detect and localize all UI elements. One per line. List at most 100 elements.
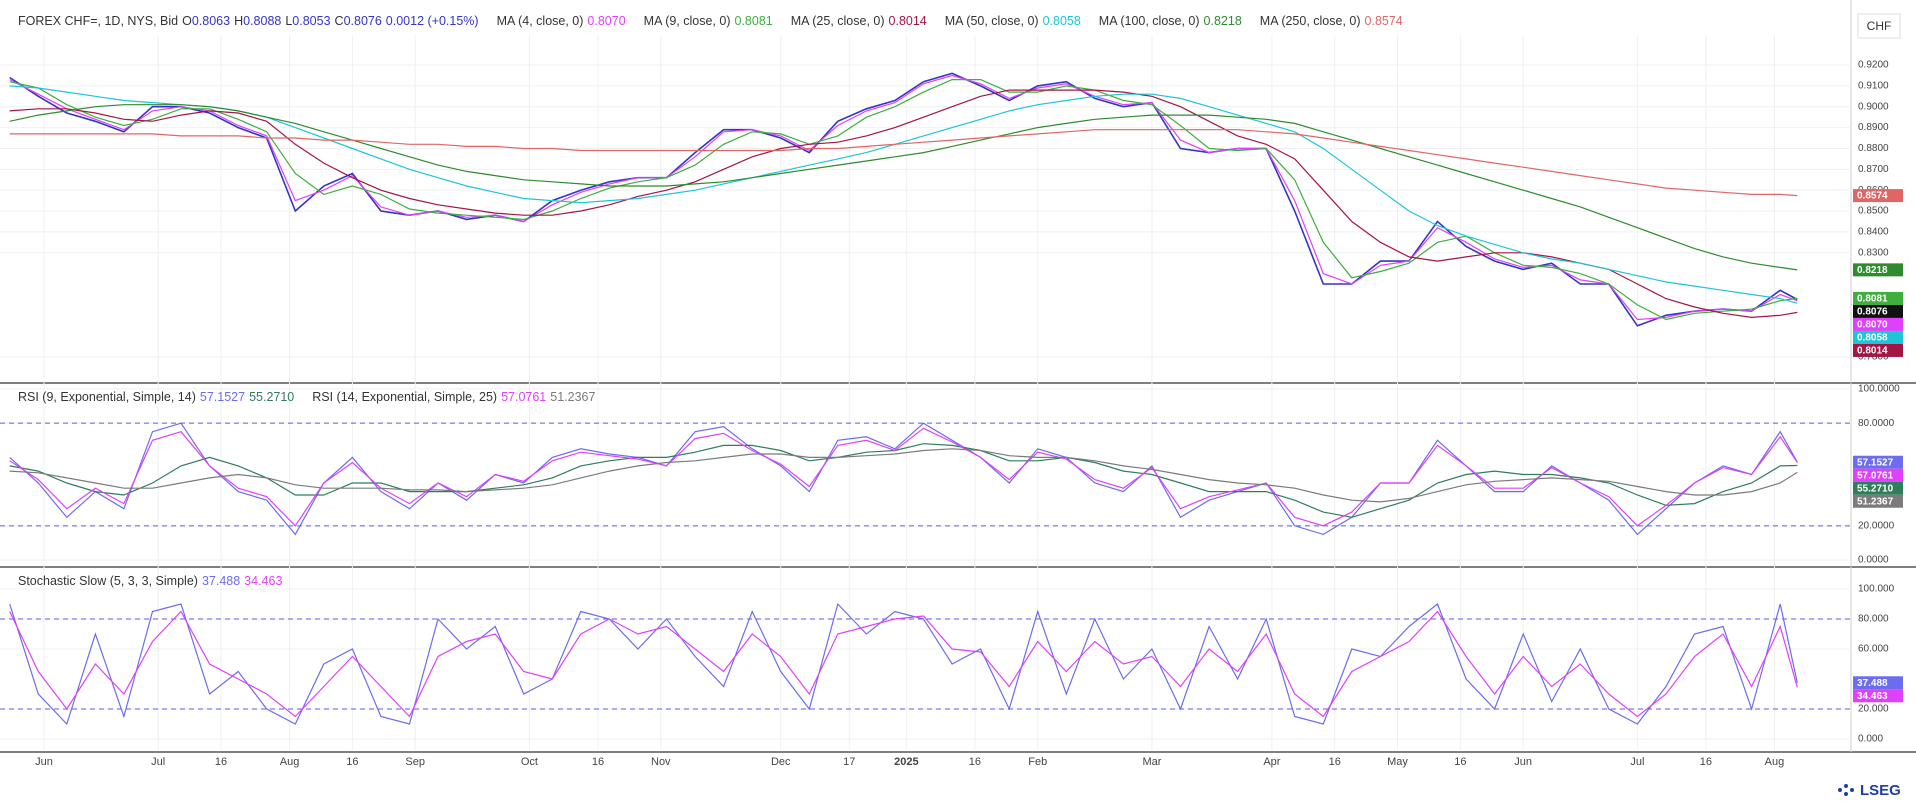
x-tick-label: Mar bbox=[1142, 756, 1161, 768]
x-tick-label: Dec bbox=[771, 756, 791, 768]
value-tag bbox=[1853, 689, 1903, 703]
legend-value: 0.8014 bbox=[888, 14, 927, 28]
y-tick-label: 100.000 bbox=[1858, 584, 1895, 595]
legend-value: 0.8058 bbox=[1042, 14, 1081, 28]
value-tag-label: 0.8014 bbox=[1857, 346, 1888, 357]
series-line bbox=[9, 79, 1798, 321]
change: 0.0012 (+0.15%) bbox=[385, 14, 479, 28]
y-tick-label: 0.9000 bbox=[1858, 101, 1889, 112]
value-tag-label: 0.8058 bbox=[1857, 333, 1888, 344]
y-tick-label: 80.000 bbox=[1858, 614, 1889, 625]
value-tag bbox=[1853, 330, 1903, 344]
legend: Stochastic Slow (5, 3, 3, Simple) 37.488 3… bbox=[18, 574, 286, 588]
legend-value: 0.8081 bbox=[734, 14, 773, 28]
ohlc-label: H bbox=[234, 14, 244, 28]
legend-name: MA (100, close, 0) bbox=[1098, 14, 1200, 28]
x-tick-label: 2025 bbox=[894, 756, 918, 768]
value-tag bbox=[1853, 468, 1903, 482]
legend-name: Stochastic Slow (5, 3, 3, Simple) bbox=[18, 574, 198, 588]
series-line bbox=[9, 610, 1798, 718]
value-tag bbox=[1853, 291, 1903, 305]
legend-name: MA (250, close, 0) bbox=[1259, 14, 1361, 28]
legend-value: 51.2367 bbox=[550, 390, 596, 404]
legend: FOREX CHF=, 1D, NYS, Bid O 0.8063 H 0.8088 L 0… bbox=[18, 14, 1407, 28]
legend-value: 0.8574 bbox=[1364, 14, 1403, 28]
value-tag-label: 0.8218 bbox=[1857, 265, 1888, 276]
legend-value: 0.8218 bbox=[1203, 14, 1242, 28]
x-tick-label: 16 bbox=[346, 756, 358, 768]
legend-value: 57.0761 bbox=[501, 390, 547, 404]
value-tag-label: 34.463 bbox=[1857, 691, 1888, 702]
y-tick-label: 0.8800 bbox=[1858, 143, 1889, 154]
y-tick-label: 0.7800 bbox=[1858, 352, 1889, 363]
legend-value: 34.463 bbox=[244, 574, 283, 588]
legend: RSI (9, Exponential, Simple, 14) 57.1527 5… bbox=[18, 390, 599, 404]
x-tick-label: Aug bbox=[280, 756, 300, 768]
x-tick-label: Jul bbox=[151, 756, 165, 768]
x-tick-label: 16 bbox=[1329, 756, 1341, 768]
value-tag bbox=[1853, 263, 1903, 277]
value-tag-label: 57.1527 bbox=[1857, 457, 1894, 468]
legend-name: RSI (9, Exponential, Simple, 14) bbox=[18, 390, 196, 404]
x-tick-label: 16 bbox=[215, 756, 227, 768]
unit-box bbox=[1857, 13, 1901, 39]
value-tag bbox=[1853, 304, 1903, 318]
series-line bbox=[9, 85, 1798, 304]
legend-name: MA (50, close, 0) bbox=[944, 14, 1039, 28]
series-line bbox=[9, 74, 1798, 321]
x-tick-label: 16 bbox=[592, 756, 604, 768]
y-tick-label: 100.0000 bbox=[1858, 384, 1900, 395]
value-tag bbox=[1853, 189, 1903, 203]
ohlc-label: L bbox=[285, 14, 293, 28]
x-tick-label: Apr bbox=[1263, 756, 1280, 768]
y-tick-label: 0.8300 bbox=[1858, 247, 1889, 258]
x-tick-label: 16 bbox=[969, 756, 981, 768]
value-tag-label: 0.8574 bbox=[1857, 191, 1888, 202]
y-tick-label: 0.8500 bbox=[1858, 206, 1889, 217]
y-tick-label: 0.0000 bbox=[1858, 555, 1889, 566]
series-line bbox=[9, 443, 1798, 518]
value-tag-label: 57.0761 bbox=[1857, 470, 1894, 481]
ohlc-value: 0.8053 bbox=[292, 14, 331, 28]
y-tick-label: 0.8700 bbox=[1858, 164, 1889, 175]
legend-name: MA (25, close, 0) bbox=[790, 14, 885, 28]
ohlc-value: 0.8076 bbox=[343, 14, 382, 28]
value-tag bbox=[1853, 676, 1903, 690]
legend-name: FOREX CHF=, 1D, NYS, Bid bbox=[18, 14, 179, 28]
value-tag-label: 0.8070 bbox=[1857, 320, 1888, 331]
y-tick-label: 20.0000 bbox=[1858, 520, 1895, 531]
series-line bbox=[9, 602, 1798, 726]
x-tick-label: Oct bbox=[521, 756, 538, 768]
ohlc-value: 0.8088 bbox=[243, 14, 282, 28]
series-line bbox=[9, 448, 1798, 503]
value-tag-label: 0.8081 bbox=[1857, 294, 1888, 305]
y-tick-label: 0.8400 bbox=[1858, 227, 1889, 238]
brand-logo bbox=[1838, 784, 1854, 796]
legend-name: MA (4, close, 0) bbox=[496, 14, 584, 28]
legend-value: 37.488 bbox=[201, 574, 241, 588]
value-tag-label: 0.8076 bbox=[1857, 307, 1888, 318]
x-tick-label: Jul bbox=[1630, 756, 1644, 768]
series-line bbox=[9, 89, 1798, 319]
x-tick-label: 17 bbox=[843, 756, 855, 768]
value-tag-label: 55.2710 bbox=[1857, 483, 1894, 494]
value-tag-label: 51.2367 bbox=[1857, 496, 1894, 507]
value-tag bbox=[1853, 494, 1903, 508]
legend-name: RSI (14, Exponential, Simple, 25) bbox=[312, 390, 498, 404]
series-line bbox=[9, 72, 1798, 327]
series-line bbox=[9, 129, 1798, 197]
legend-value: 0.8070 bbox=[587, 14, 626, 28]
series-line bbox=[9, 104, 1798, 271]
y-tick-label: 0.8900 bbox=[1858, 122, 1889, 133]
y-tick-label: 60.000 bbox=[1858, 644, 1889, 655]
x-tick-label: Sep bbox=[405, 756, 425, 768]
y-tick-label: 0.000 bbox=[1858, 734, 1883, 745]
x-tick-label: Jun bbox=[1514, 756, 1532, 768]
y-tick-label: 20.000 bbox=[1858, 704, 1889, 715]
series-line bbox=[9, 427, 1798, 527]
x-tick-label: Nov bbox=[651, 756, 671, 768]
ohlc-label: C bbox=[334, 14, 344, 28]
